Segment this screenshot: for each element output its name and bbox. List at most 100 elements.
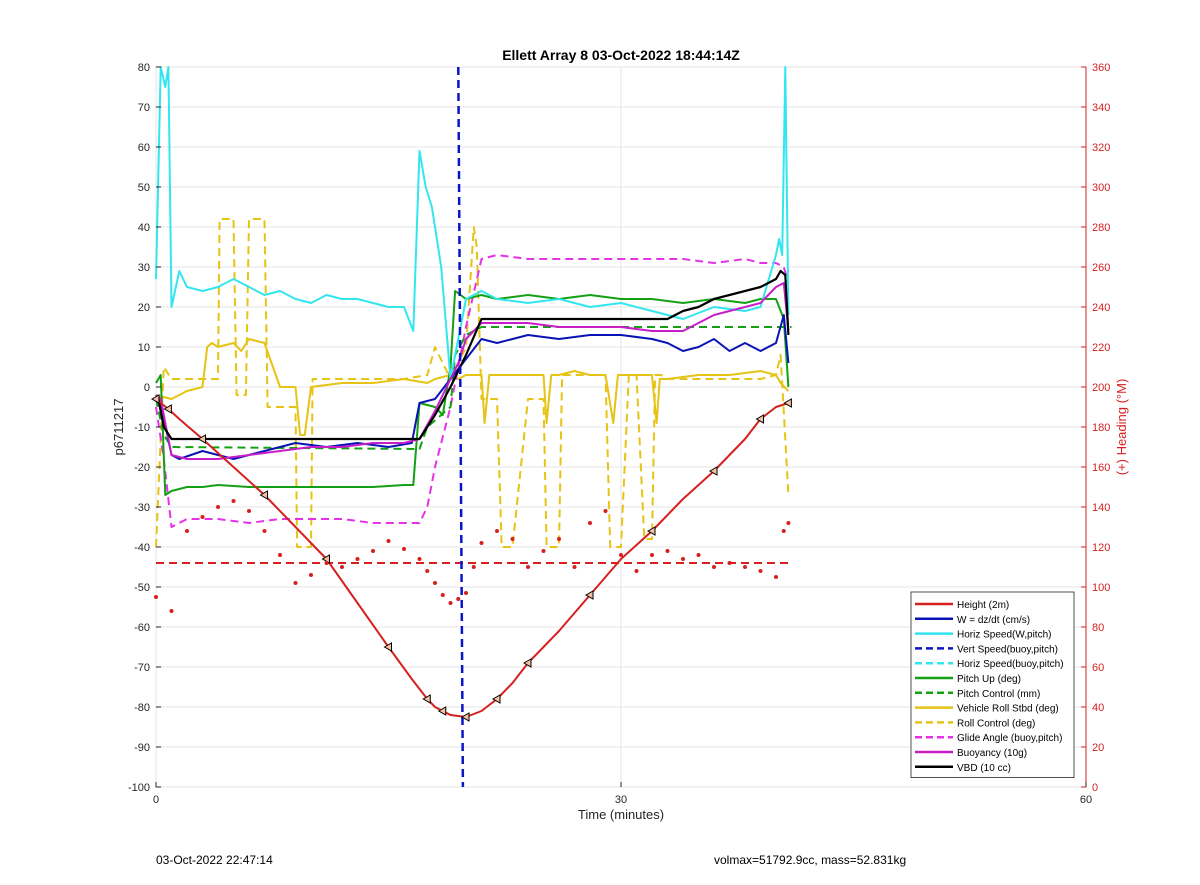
heading-point xyxy=(727,561,732,565)
height-marker xyxy=(259,490,268,500)
height-marker xyxy=(422,694,431,704)
y2-tick-label: 20 xyxy=(1092,742,1104,754)
height-marker xyxy=(150,394,160,404)
series-vbd xyxy=(155,269,790,441)
x-tick-label: 30 xyxy=(615,794,627,806)
heading-point xyxy=(417,557,422,561)
heading-point xyxy=(247,509,251,513)
y2-tick-label: 300 xyxy=(1092,182,1110,194)
legend-label-horiz_speed_w: Horiz Speed(W,pitch) xyxy=(957,630,1051,641)
heading-point xyxy=(781,529,786,533)
y2-tick-label: 200 xyxy=(1092,382,1110,394)
legend: Height (2m) W = dz/dt (cm/s) Horiz Speed(W… xyxy=(910,591,1075,779)
axes-layer: -100-90-80-70-60-50-40-30-20-10010203040… xyxy=(128,62,1110,806)
y2-tick-label: 0 xyxy=(1092,782,1098,794)
heading-point xyxy=(479,541,484,545)
height-marker xyxy=(163,404,172,414)
y2-tick-label: 240 xyxy=(1092,302,1110,314)
y-tick-label: -70 xyxy=(134,662,150,674)
legend-label-buoyancy: Buoyancy (10g) xyxy=(957,748,1027,759)
heading-point xyxy=(619,553,623,557)
heading-point xyxy=(433,581,437,585)
heading-point xyxy=(665,549,670,553)
heading-point xyxy=(216,505,220,509)
series-roll-control xyxy=(155,218,790,548)
legend-label-glide: Glide Angle (buoy,pitch) xyxy=(957,733,1062,744)
y2-tick-label: 40 xyxy=(1092,702,1104,714)
heading-point xyxy=(743,565,747,569)
heading-point xyxy=(758,569,763,573)
legend-label-pitch_up: Pitch Up (deg) xyxy=(957,674,1021,685)
height-marker xyxy=(522,658,532,668)
heading-point xyxy=(572,565,577,569)
x-tick-label: 60 xyxy=(1080,794,1092,806)
y-tick-label: -50 xyxy=(134,582,150,594)
y-tick-label: 40 xyxy=(138,222,150,234)
legend-label-vert_speed_buoy: Vert Speed(buoy,pitch) xyxy=(957,644,1058,655)
heading-point xyxy=(696,553,701,557)
y-tick-label: 60 xyxy=(138,142,150,154)
heading-point xyxy=(681,557,685,561)
heading-point xyxy=(169,609,174,613)
y-tick-label: 30 xyxy=(138,262,150,274)
heading-point xyxy=(371,549,375,553)
legend-label-pitch_control: Pitch Control (mm) xyxy=(957,689,1040,700)
heading-point xyxy=(309,573,313,577)
y-tick-label: -60 xyxy=(134,622,150,634)
legend-label-height: Height (2m) xyxy=(957,600,1009,611)
height-marker xyxy=(460,712,470,722)
y2-tick-label: 340 xyxy=(1092,102,1110,114)
y-tick-label: 0 xyxy=(144,382,150,394)
heading-point xyxy=(712,565,716,569)
y2-tick-label: 140 xyxy=(1092,502,1110,514)
chart-title: Ellett Array 8 03-Oct-2022 18:44:14Z xyxy=(502,47,740,63)
legend-box xyxy=(910,591,1075,779)
height-marker xyxy=(646,526,656,536)
heading-point xyxy=(154,595,158,599)
heading-point xyxy=(774,575,778,579)
footer-timestamp: 03-Oct-2022 22:47:14 xyxy=(156,853,273,867)
y2-tick-label: 120 xyxy=(1092,542,1110,554)
y-tick-label: -40 xyxy=(134,542,150,554)
series-horiz-speed-w xyxy=(155,66,790,380)
y-axis-label: p6711217 xyxy=(111,399,126,456)
heading-point xyxy=(786,521,791,525)
heading-point xyxy=(603,509,608,513)
y2-tick-label: 220 xyxy=(1092,342,1110,354)
y-tick-label: -10 xyxy=(134,422,150,434)
y-tick-label: -30 xyxy=(134,502,150,514)
heading-point xyxy=(456,597,461,601)
y2-tick-label: 160 xyxy=(1092,462,1110,474)
heading-point xyxy=(634,569,639,573)
series-height xyxy=(155,398,789,718)
y-tick-label: -90 xyxy=(134,742,150,754)
y-tick-label: 80 xyxy=(138,62,150,74)
y2-tick-label: 60 xyxy=(1092,662,1104,674)
heading-point xyxy=(340,565,344,569)
heading-point xyxy=(588,521,592,525)
heading-point xyxy=(471,565,476,569)
legend-label-roll: Vehicle Roll Stbd (deg) xyxy=(957,704,1059,715)
heading-point xyxy=(231,499,236,503)
y-tick-label: -100 xyxy=(128,782,150,794)
y2-tick-label: 360 xyxy=(1092,62,1110,74)
heading-point xyxy=(278,553,282,557)
heading-point xyxy=(425,569,430,573)
y-tick-label: -20 xyxy=(134,462,150,474)
y-tick-label: -80 xyxy=(134,702,150,714)
height-marker xyxy=(321,554,330,564)
y-tick-label: 50 xyxy=(138,182,150,194)
legend-label-roll_control: Roll Control (deg) xyxy=(957,718,1035,729)
y2-tick-label: 80 xyxy=(1092,622,1104,634)
heading-point xyxy=(495,529,499,533)
heading-point xyxy=(293,581,298,585)
height-marker xyxy=(755,414,764,424)
y2-tick-label: 180 xyxy=(1092,422,1110,434)
series-pitch-up xyxy=(155,290,790,496)
height-marker xyxy=(437,706,447,716)
height-marker xyxy=(491,694,501,704)
heading-point xyxy=(185,529,189,533)
heading-point xyxy=(541,549,546,553)
y-tick-label: 10 xyxy=(138,342,150,354)
